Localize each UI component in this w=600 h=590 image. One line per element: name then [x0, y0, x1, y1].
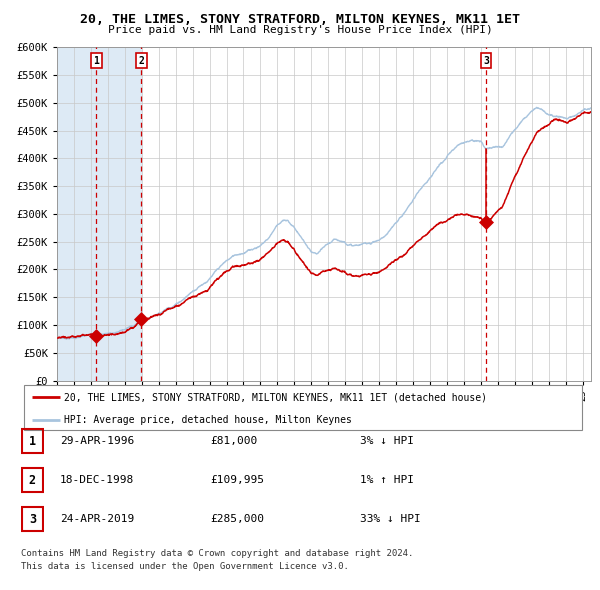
Bar: [22, 430, 43, 453]
Text: 24-APR-2019: 24-APR-2019: [60, 514, 134, 524]
Text: 2: 2: [29, 474, 36, 487]
Bar: [57, 47, 97, 381]
Bar: [22, 468, 43, 492]
Text: 1: 1: [29, 435, 36, 448]
Text: £285,000: £285,000: [210, 514, 264, 524]
Text: 29-APR-1996: 29-APR-1996: [60, 437, 134, 446]
Text: £81,000: £81,000: [210, 437, 257, 446]
Text: Price paid vs. HM Land Registry's House Price Index (HPI): Price paid vs. HM Land Registry's House …: [107, 25, 493, 35]
Text: 3: 3: [29, 513, 36, 526]
Text: Contains HM Land Registry data © Crown copyright and database right 2024.: Contains HM Land Registry data © Crown c…: [21, 549, 413, 558]
Text: 3: 3: [483, 55, 489, 65]
Text: 20, THE LIMES, STONY STRATFORD, MILTON KEYNES, MK11 1ET (detached house): 20, THE LIMES, STONY STRATFORD, MILTON K…: [64, 392, 487, 402]
Text: 1: 1: [94, 55, 100, 65]
Bar: [97, 47, 141, 381]
Text: £109,995: £109,995: [210, 476, 264, 485]
Text: 2: 2: [139, 55, 144, 65]
Text: 20, THE LIMES, STONY STRATFORD, MILTON KEYNES, MK11 1ET: 20, THE LIMES, STONY STRATFORD, MILTON K…: [80, 13, 520, 26]
Bar: [22, 507, 43, 531]
Text: This data is licensed under the Open Government Licence v3.0.: This data is licensed under the Open Gov…: [21, 562, 349, 571]
Text: HPI: Average price, detached house, Milton Keynes: HPI: Average price, detached house, Milt…: [64, 415, 352, 425]
Text: 33% ↓ HPI: 33% ↓ HPI: [360, 514, 421, 524]
Text: 18-DEC-1998: 18-DEC-1998: [60, 476, 134, 485]
Text: 1% ↑ HPI: 1% ↑ HPI: [360, 476, 414, 485]
Text: 3% ↓ HPI: 3% ↓ HPI: [360, 437, 414, 446]
